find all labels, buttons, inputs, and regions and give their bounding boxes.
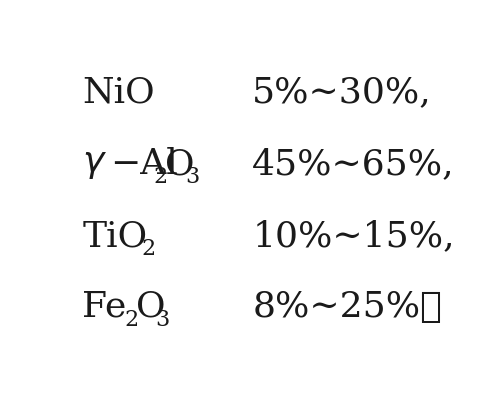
Text: 2: 2: [142, 238, 155, 260]
Text: NiO: NiO: [83, 75, 155, 109]
Text: 3: 3: [185, 166, 199, 188]
Text: 3: 3: [155, 308, 170, 331]
Text: 5%∼30%,: 5%∼30%,: [252, 75, 432, 109]
Text: 2: 2: [154, 166, 168, 188]
Text: $\gamma$: $\gamma$: [83, 147, 107, 181]
Text: 2: 2: [124, 308, 139, 331]
Text: TiO: TiO: [83, 219, 148, 253]
Text: O: O: [165, 147, 195, 181]
Text: 45%∼65%,: 45%∼65%,: [252, 147, 455, 181]
Text: 10%∼15%,: 10%∼15%,: [252, 219, 455, 253]
Text: −Al: −Al: [110, 147, 178, 181]
Text: Fe: Fe: [83, 290, 127, 324]
Text: 8%∼25%。: 8%∼25%。: [252, 290, 442, 324]
Text: O: O: [136, 290, 165, 324]
